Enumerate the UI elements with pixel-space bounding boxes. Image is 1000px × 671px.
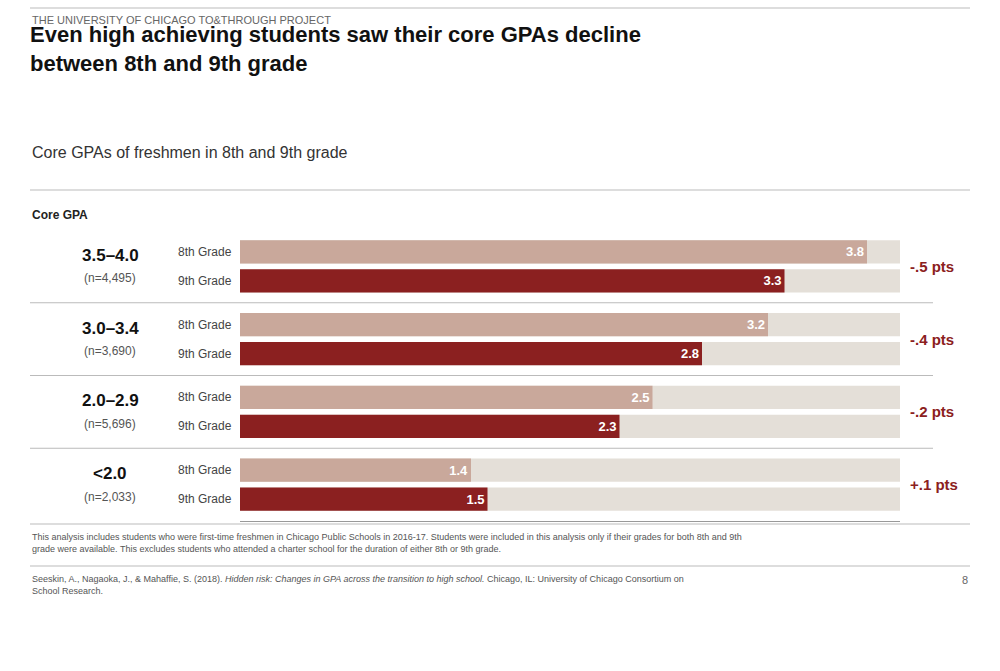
svg-text:+.1 pts: +.1 pts [910,476,958,493]
svg-text:2.5: 2.5 [631,390,649,405]
svg-text:3.3: 3.3 [763,273,781,288]
svg-text:THE UNIVERSITY OF CHICAGO TO&T: THE UNIVERSITY OF CHICAGO TO&THROUGH PRO… [32,14,331,26]
svg-text:3.5–4.0: 3.5–4.0 [82,246,139,265]
svg-text:3.8: 3.8 [846,244,864,259]
svg-text:1.5: 1.5 [466,492,484,507]
svg-text:3.2: 3.2 [747,317,765,332]
svg-text:Even high achieving students s: Even high achieving students saw their c… [30,22,641,76]
svg-text:(n=3,690): (n=3,690) [84,344,136,358]
svg-text:2.3: 2.3 [598,419,616,434]
svg-text:-.4 pts: -.4 pts [910,331,954,348]
svg-text:9th Grade: 9th Grade [178,492,232,506]
svg-text:-.2 pts: -.2 pts [910,403,954,420]
svg-text:This analysis includes student: This analysis includes students who were… [32,532,742,554]
svg-text:9th Grade: 9th Grade [178,274,232,288]
svg-text:8th Grade: 8th Grade [178,318,232,332]
svg-text:<2.0: <2.0 [93,464,127,483]
svg-text:3.0–3.4: 3.0–3.4 [82,319,139,338]
svg-text:2.8: 2.8 [681,346,699,361]
svg-text:Seeskin, A., Nagaoka, J., & Ma: Seeskin, A., Nagaoka, J., & Mahaffie, S.… [32,574,684,596]
svg-text:(n=2,033): (n=2,033) [84,490,136,504]
svg-text:-.5 pts: -.5 pts [910,258,954,275]
svg-text:9th Grade: 9th Grade [178,347,232,361]
svg-text:Core GPAs of freshmen in 8th a: Core GPAs of freshmen in 8th and 9th gra… [32,144,348,161]
svg-text:8th Grade: 8th Grade [178,390,232,404]
svg-text:8th Grade: 8th Grade [178,463,232,477]
svg-text:8th Grade: 8th Grade [178,245,232,259]
svg-text:(n=4,495): (n=4,495) [84,271,136,285]
svg-text:1.4: 1.4 [449,463,468,478]
svg-text:(n=5,696): (n=5,696) [84,417,136,431]
svg-text:2.0–2.9: 2.0–2.9 [82,391,139,410]
svg-text:Core GPA: Core GPA [32,208,88,222]
svg-text:8: 8 [962,574,968,586]
svg-text:9th Grade: 9th Grade [178,419,232,433]
